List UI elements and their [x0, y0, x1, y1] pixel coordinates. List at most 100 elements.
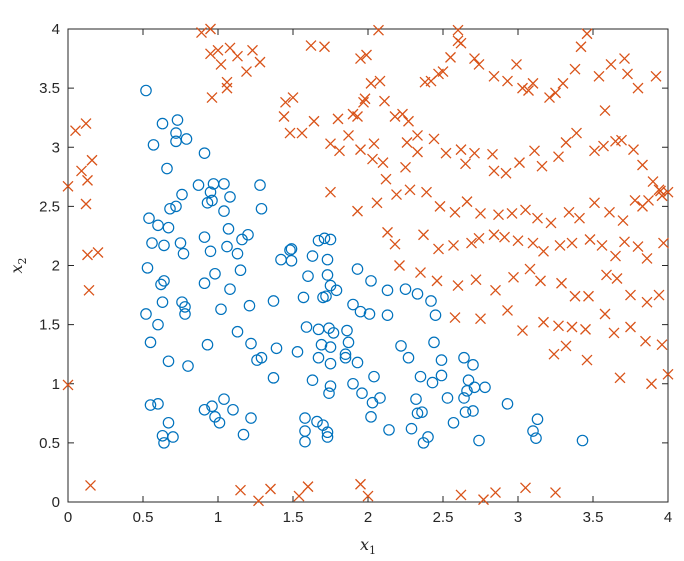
cross-marker [478, 494, 489, 506]
y-tick-label: 0 [52, 494, 60, 511]
circle-marker [201, 338, 214, 351]
cross-marker [581, 28, 593, 40]
circle-marker [354, 305, 367, 318]
cross-marker [241, 66, 252, 78]
cross-marker [490, 284, 501, 296]
cross-marker [653, 289, 665, 301]
cross-marker [560, 137, 572, 148]
cross-marker [86, 154, 98, 166]
x-tick-label: 0.5 [133, 509, 154, 526]
cross-marker [212, 44, 224, 56]
cross-marker [632, 82, 644, 94]
cross-marker [412, 129, 423, 141]
cross-marker [488, 165, 500, 177]
cross-marker [379, 95, 390, 107]
circle-marker [411, 288, 424, 300]
cross-marker [653, 184, 665, 196]
circle-marker [327, 327, 340, 339]
cross-marker [206, 92, 218, 104]
cross-marker [302, 481, 314, 493]
cross-marker [470, 274, 482, 286]
cross-marker [85, 479, 96, 491]
cross-marker [569, 290, 581, 302]
circle-marker [140, 308, 152, 320]
cross-marker [400, 161, 411, 173]
cross-marker [656, 190, 668, 202]
cross-marker [362, 490, 374, 502]
cross-marker [380, 173, 392, 185]
x-tick-label: 2 [364, 509, 372, 526]
circle-marker [299, 412, 311, 424]
cross-marker [524, 263, 536, 275]
circle-marker [227, 403, 239, 416]
circle-marker [206, 400, 218, 413]
cross-marker [610, 250, 621, 262]
circle-marker [425, 295, 437, 307]
cross-marker [571, 127, 582, 139]
cross-marker [574, 212, 585, 224]
cross-marker [293, 490, 305, 502]
cross-marker [527, 77, 539, 89]
circle-marker [306, 374, 319, 387]
circle-marker [347, 298, 359, 311]
circle-marker [170, 127, 182, 139]
circle-marker [405, 422, 418, 435]
circle-marker [147, 139, 160, 151]
circle-marker [162, 355, 175, 368]
circle-marker [152, 318, 164, 331]
circle-marker [267, 295, 280, 307]
cross-marker [437, 66, 449, 78]
circle-marker [422, 431, 434, 443]
circle-marker [347, 377, 359, 390]
circle-marker [158, 275, 170, 287]
cross-marker [662, 368, 674, 380]
circle-marker [342, 336, 355, 349]
circle-marker [441, 392, 454, 404]
circle-marker [209, 267, 221, 280]
cross-marker [556, 277, 567, 289]
cross-marker [394, 260, 405, 271]
cross-marker [641, 296, 653, 308]
cross-marker [506, 208, 518, 219]
circle-marker [231, 325, 244, 338]
cross-marker [601, 269, 612, 281]
cross-marker [466, 237, 477, 249]
circle-marker [318, 232, 331, 245]
circle-marker [300, 321, 313, 333]
circle-marker [324, 233, 337, 246]
circle-marker [479, 381, 491, 394]
circle-marker [410, 393, 422, 405]
circle-marker [182, 360, 194, 372]
cross-marker [619, 53, 630, 65]
cross-marker [83, 284, 95, 296]
plot-area: 0 0.5 1 1.5 2 2.5 3 3.5 4 0 0.5 1 1.5 2 2.5 3 3.5 4 [39, 21, 674, 526]
cross-marker [475, 208, 486, 219]
cross-marker [599, 105, 611, 117]
circle-marker [458, 351, 470, 364]
circle-marker [306, 250, 319, 262]
circle-marker [339, 351, 352, 364]
cross-marker [475, 313, 486, 325]
tick-labels: 0 0.5 1 1.5 2 2.5 3 3.5 4 0 0.5 1 1.5 2 2.5 3 3.5 4 [39, 21, 672, 526]
cross-marker [593, 70, 605, 82]
circle-marker [459, 406, 472, 418]
cross-marker [452, 24, 464, 36]
cross-marker [517, 325, 528, 336]
cross-marker [325, 186, 336, 198]
cross-marker [359, 93, 371, 105]
circle-marker [399, 283, 412, 295]
cross-marker [433, 243, 444, 255]
circle-marker [204, 245, 217, 258]
cross-marker [80, 198, 92, 210]
cross-marker [455, 144, 467, 156]
circle-marker [312, 351, 325, 364]
circle-marker [381, 309, 394, 321]
cross-marker [428, 133, 440, 145]
circle-marker [330, 284, 343, 297]
circle-marker [245, 412, 257, 424]
y-tick-label: 3 [52, 139, 60, 156]
cross-marker [247, 44, 258, 56]
cross-marker [538, 245, 549, 257]
circle-marker [411, 407, 424, 420]
circle-marker [231, 247, 244, 260]
